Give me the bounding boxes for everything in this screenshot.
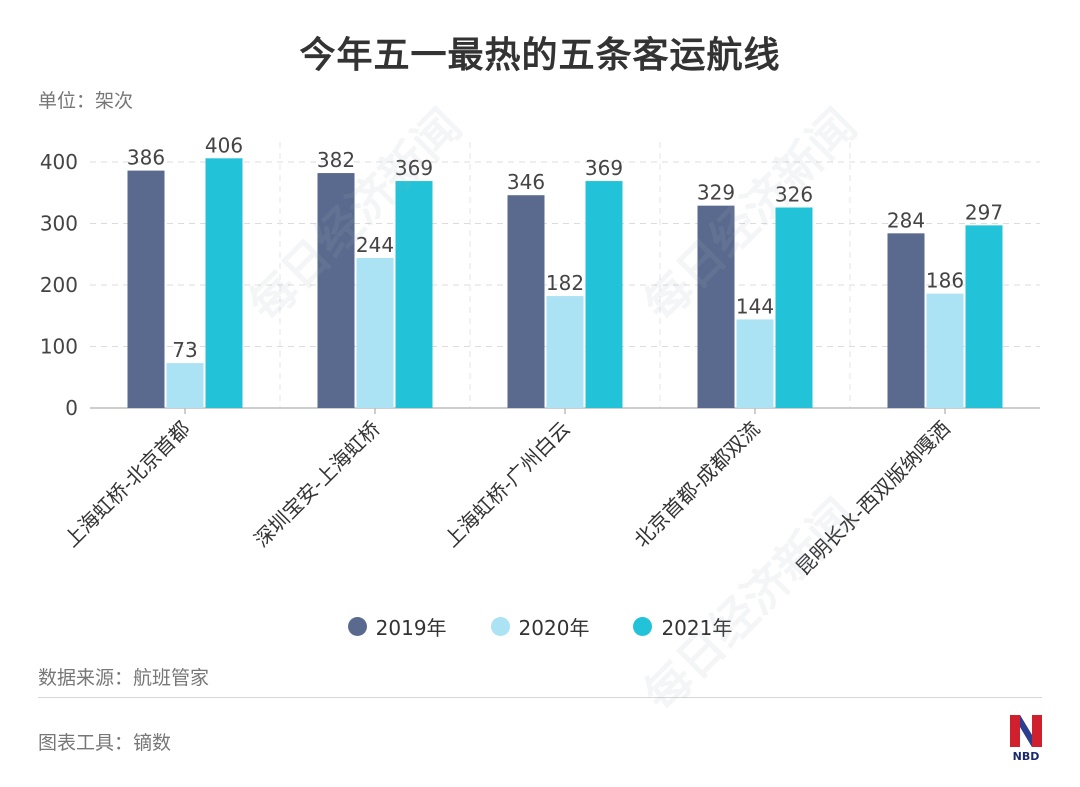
- legend-swatch-2021: [633, 617, 653, 636]
- legend: 2019年 2020年 2021年: [0, 612, 1080, 641]
- data-label: 369: [395, 156, 433, 180]
- legend-item-2019[interactable]: 2019年: [347, 612, 447, 641]
- data-label: 369: [585, 156, 623, 180]
- bar: [926, 293, 964, 408]
- data-source-label: 数据来源：航班管家: [38, 667, 210, 689]
- chart-tool-label: 图表工具：镝数: [38, 732, 172, 754]
- y-tick-label: 400: [40, 150, 78, 174]
- nbd-logo: NBD: [1010, 715, 1042, 763]
- data-label: 382: [317, 148, 355, 172]
- x-category-label: 上海虹桥-北京首都: [59, 417, 194, 552]
- bar: [356, 257, 394, 408]
- data-label: 326: [775, 183, 813, 207]
- x-category-label: 北京首都-成都双流: [629, 417, 764, 552]
- legend-label-2019: 2019年: [375, 616, 447, 640]
- x-category-label: 昆明长水-西双版纳嘎洒: [791, 417, 954, 580]
- bar: [697, 205, 735, 408]
- bar: [585, 181, 623, 408]
- unit-label: 单位：架次: [38, 90, 134, 112]
- data-label: 182: [546, 271, 584, 295]
- x-category-label: 上海虹桥-广州白云: [439, 417, 574, 552]
- data-label: 284: [887, 208, 925, 232]
- data-label: 329: [697, 181, 735, 205]
- y-tick-label: 0: [65, 396, 78, 420]
- data-label: 244: [356, 233, 394, 257]
- bar: [317, 173, 355, 408]
- bar: [205, 158, 243, 408]
- bar-chart: 0 100 200 300 400 386 73 406 上海虹桥-北京首都 382 244 369 深…: [40, 133, 1040, 580]
- bar: [127, 170, 165, 408]
- legend-label-2020: 2020年: [518, 616, 590, 640]
- bar: [395, 181, 433, 408]
- bar: [887, 233, 925, 408]
- data-label: 386: [127, 146, 165, 170]
- data-label: 346: [507, 170, 545, 194]
- x-category-label: 深圳宝安-上海虹桥: [249, 417, 384, 552]
- data-label: 406: [205, 133, 243, 157]
- nbd-logo-text: NBD: [1013, 750, 1040, 763]
- legend-item-2021[interactable]: 2021年: [633, 612, 732, 641]
- bar: [736, 319, 774, 408]
- legend-swatch-2019: [347, 617, 367, 636]
- legend-item-2020[interactable]: 2020年: [490, 612, 590, 641]
- data-label: 73: [172, 338, 197, 362]
- bar: [775, 207, 813, 408]
- y-tick-label: 100: [40, 335, 78, 359]
- bar: [546, 296, 584, 408]
- y-tick-label: 200: [40, 273, 78, 297]
- data-label: 186: [926, 269, 964, 293]
- data-label: 144: [736, 294, 774, 318]
- chart-title: 今年五一最热的五条客运航线: [299, 35, 781, 76]
- bar: [965, 225, 1003, 408]
- divider: [38, 697, 1042, 698]
- y-tick-label: 300: [40, 212, 78, 236]
- data-label: 297: [965, 200, 1003, 224]
- legend-swatch-2020: [490, 617, 510, 636]
- bar: [166, 363, 204, 408]
- bar: [507, 195, 545, 408]
- legend-label-2021: 2021年: [661, 616, 733, 640]
